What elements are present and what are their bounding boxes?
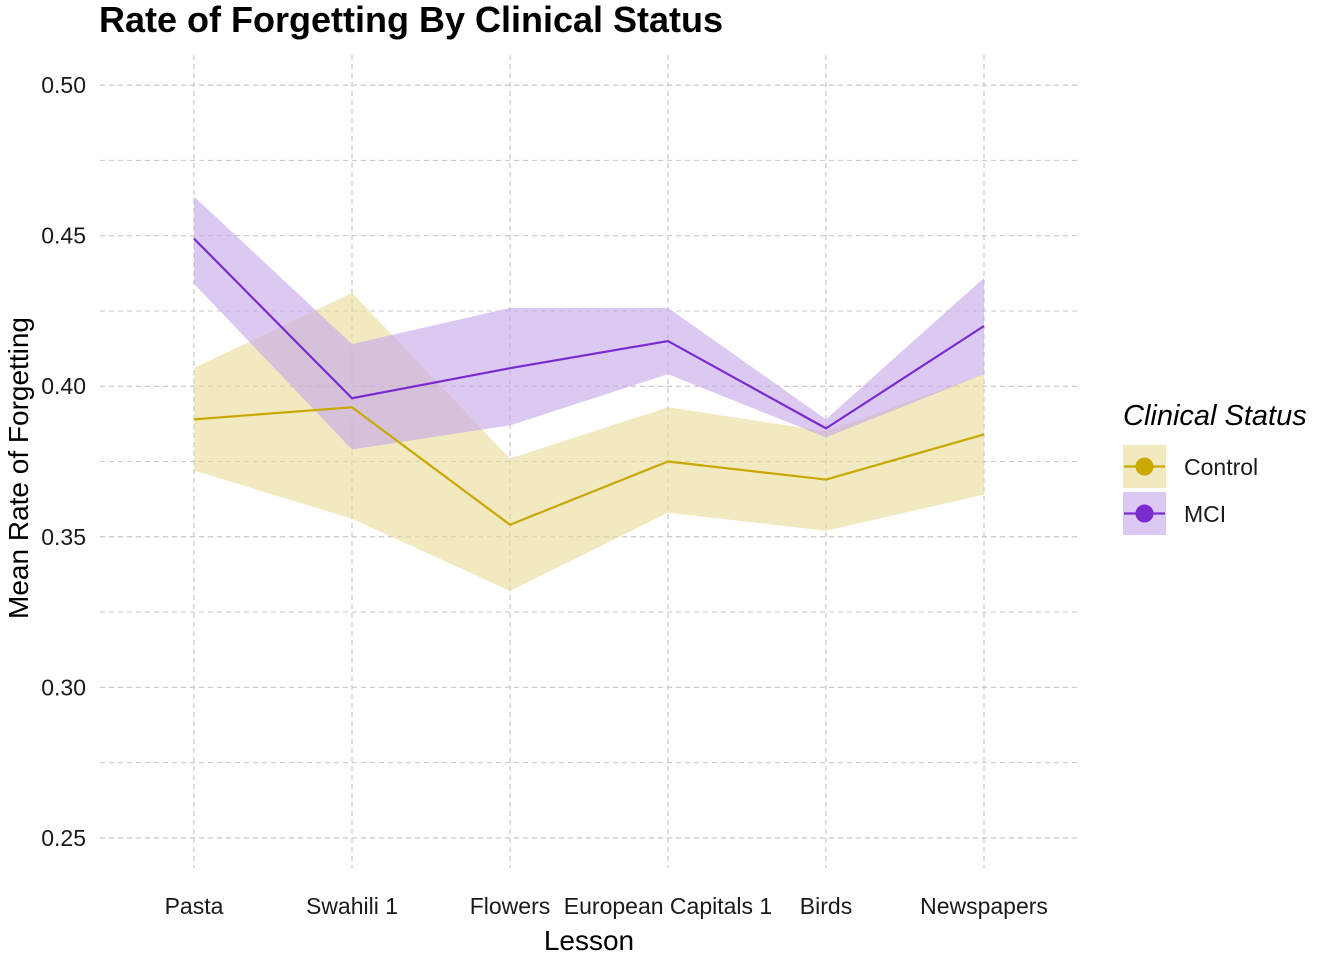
x-tick-label: Swahili 1 xyxy=(306,893,398,919)
series-lines xyxy=(193,237,985,526)
y-tick-label: 0.30 xyxy=(41,674,86,700)
x-tick-label: Newspapers xyxy=(920,893,1048,919)
legend-label: MCI xyxy=(1184,501,1226,527)
legend-item-control: Control xyxy=(1123,445,1258,488)
y-axis-title: Mean Rate of Forgetting xyxy=(3,317,34,619)
line-control xyxy=(193,406,985,526)
x-axis-tick-labels: Pasta Swahili 1 Flowers European Capitals 1… xyxy=(165,893,1048,919)
ribbon-mci xyxy=(194,196,984,450)
y-tick-label: 0.25 xyxy=(41,825,86,851)
y-tick-label: 0.45 xyxy=(41,223,86,249)
legend: Clinical Status Control MCI xyxy=(1123,400,1307,535)
y-axis-tick-labels: 0.25 0.30 0.35 0.40 0.45 0.50 xyxy=(41,72,86,851)
legend-label: Control xyxy=(1184,454,1258,480)
legend-title: Clinical Status xyxy=(1123,400,1307,432)
y-tick-label: 0.40 xyxy=(41,373,86,399)
y-tick-label: 0.35 xyxy=(41,524,86,550)
legend-key-point xyxy=(1135,504,1154,523)
x-tick-label: Birds xyxy=(800,893,852,919)
confidence-ribbons xyxy=(194,196,984,591)
x-tick-label: European Capitals 1 xyxy=(564,893,772,919)
chart-title: Rate of Forgetting By Clinical Status xyxy=(99,0,723,40)
x-tick-label: Flowers xyxy=(470,893,551,919)
line-mci xyxy=(193,237,985,430)
y-tick-label: 0.50 xyxy=(41,72,86,98)
x-axis-title: Lesson xyxy=(544,925,634,956)
legend-item-mci: MCI xyxy=(1123,492,1226,535)
legend-items: Control MCI xyxy=(1123,445,1258,535)
legend-key-point xyxy=(1135,457,1154,476)
x-tick-label: Pasta xyxy=(165,893,224,919)
